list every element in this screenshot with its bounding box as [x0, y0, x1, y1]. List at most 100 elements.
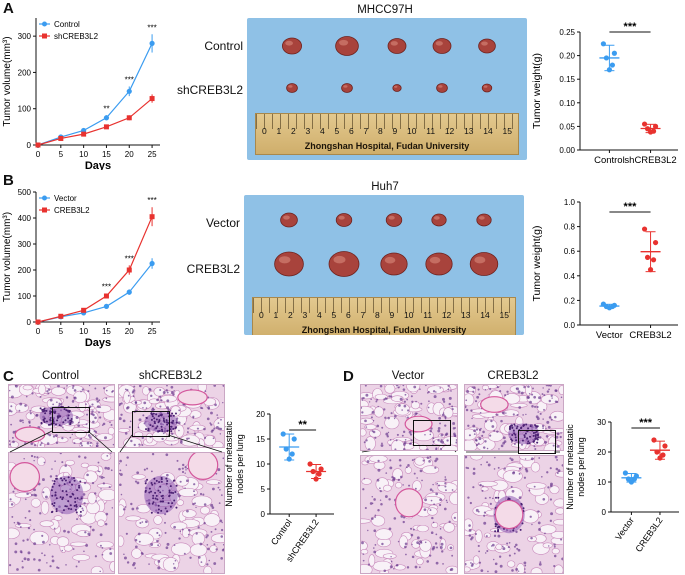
- nucleus: [374, 514, 377, 517]
- ruler-number: 1: [273, 310, 279, 320]
- nucleus: [472, 486, 475, 489]
- nucleus: [57, 385, 60, 388]
- nucleus: [537, 510, 540, 513]
- nucleus: [532, 387, 534, 390]
- y-tick-label: 200: [18, 266, 32, 275]
- nucleus: [150, 394, 153, 398]
- nucleus: [513, 552, 516, 555]
- y-tick-label: 100: [18, 292, 32, 301]
- nucleus: [494, 562, 498, 566]
- alveolus: [383, 484, 392, 492]
- tumor-nucleus: [60, 477, 63, 480]
- nucleus: [383, 398, 386, 401]
- ruler-number: 6: [349, 126, 354, 136]
- tumor-highlight: [333, 255, 346, 264]
- nucleus: [193, 490, 195, 493]
- nucleus: [33, 558, 36, 561]
- nucleus: [374, 436, 377, 439]
- nucleus: [390, 556, 392, 558]
- nucleus: [362, 559, 365, 562]
- alveolus: [9, 527, 20, 540]
- nucleus: [392, 477, 396, 480]
- tumor-nucleus: [153, 482, 156, 485]
- nucleus: [157, 560, 161, 563]
- nucleus: [466, 389, 470, 393]
- nucleus: [477, 510, 480, 513]
- nucleus: [123, 553, 125, 555]
- alveolus: [56, 536, 70, 547]
- alveolus: [472, 555, 480, 565]
- tumor-nucleus: [48, 423, 51, 426]
- nucleus: [367, 563, 370, 566]
- alveolus: [361, 405, 374, 416]
- nucleus: [439, 447, 443, 450]
- tumor-nucleus: [512, 429, 515, 432]
- nucleus: [47, 388, 51, 391]
- nucleus: [517, 548, 521, 552]
- y-tick-label: 0: [27, 318, 32, 327]
- nucleus: [217, 468, 221, 472]
- tumor-nucleus: [67, 500, 70, 503]
- nucleus: [85, 423, 88, 426]
- nucleus: [218, 482, 220, 484]
- tumor-nucleus: [52, 422, 55, 425]
- alveolus: [375, 528, 393, 541]
- nucleus: [388, 395, 391, 398]
- nucleus: [24, 404, 27, 407]
- alveolus: [506, 560, 516, 568]
- nucleus: [54, 460, 56, 462]
- nucleus: [482, 446, 486, 449]
- nucleus: [143, 468, 146, 471]
- nucleus: [130, 439, 133, 443]
- y-tick-label: 0.10: [559, 99, 575, 108]
- nucleus: [543, 394, 546, 397]
- growth-chart-a: 0 100 200 300 0 5 10 15 20 25 Days Tumor volume(mm³…: [2, 18, 160, 170]
- nucleus: [452, 422, 456, 425]
- tumor-nucleus: [148, 502, 151, 505]
- nucleus: [12, 440, 15, 444]
- nucleus: [442, 563, 444, 565]
- tumor-nucleus: [58, 484, 61, 487]
- tumor-nucleus: [76, 489, 79, 492]
- nucleus: [91, 528, 95, 532]
- nucleus: [108, 486, 111, 488]
- nucleus: [428, 400, 430, 403]
- alveolus: [29, 530, 49, 546]
- nucleus: [484, 552, 487, 554]
- nucleus: [377, 468, 381, 472]
- nucleus: [28, 421, 31, 424]
- tumor-nucleus: [528, 442, 531, 445]
- nucleus: [531, 405, 534, 408]
- alveolus: [543, 442, 561, 450]
- nucleus: [214, 528, 217, 531]
- data-point: [289, 451, 295, 457]
- nucleus: [448, 402, 451, 406]
- y-tick-label: 200: [18, 68, 32, 77]
- nucleus: [371, 496, 374, 498]
- tumor: [425, 252, 453, 276]
- nucleus: [180, 439, 183, 443]
- nucleus: [434, 459, 437, 463]
- nucleus: [138, 385, 142, 388]
- nucleus: [389, 395, 393, 398]
- nucleus: [372, 419, 375, 422]
- nucleus: [556, 471, 559, 475]
- nucleus: [538, 457, 541, 459]
- tumor: [341, 83, 353, 93]
- nucleus: [423, 508, 427, 512]
- nucleus: [177, 495, 181, 498]
- tumor-nucleus: [43, 417, 46, 420]
- nucleus: [539, 412, 542, 415]
- ruler-number: 5: [334, 126, 340, 136]
- tumor-nucleus: [73, 479, 76, 482]
- series-line-0: [37, 263, 153, 323]
- tumor-nucleus: [155, 413, 158, 416]
- nucleus: [553, 545, 556, 548]
- data-point: [641, 121, 648, 127]
- nucleus: [205, 536, 208, 539]
- nucleus: [187, 427, 190, 430]
- nucleus: [29, 424, 31, 427]
- nucleus: [95, 500, 97, 502]
- nodes-chart-d: 0 10 20 30 Number of metastatic nodes per lun…: [565, 417, 679, 554]
- nucleus: [533, 405, 537, 408]
